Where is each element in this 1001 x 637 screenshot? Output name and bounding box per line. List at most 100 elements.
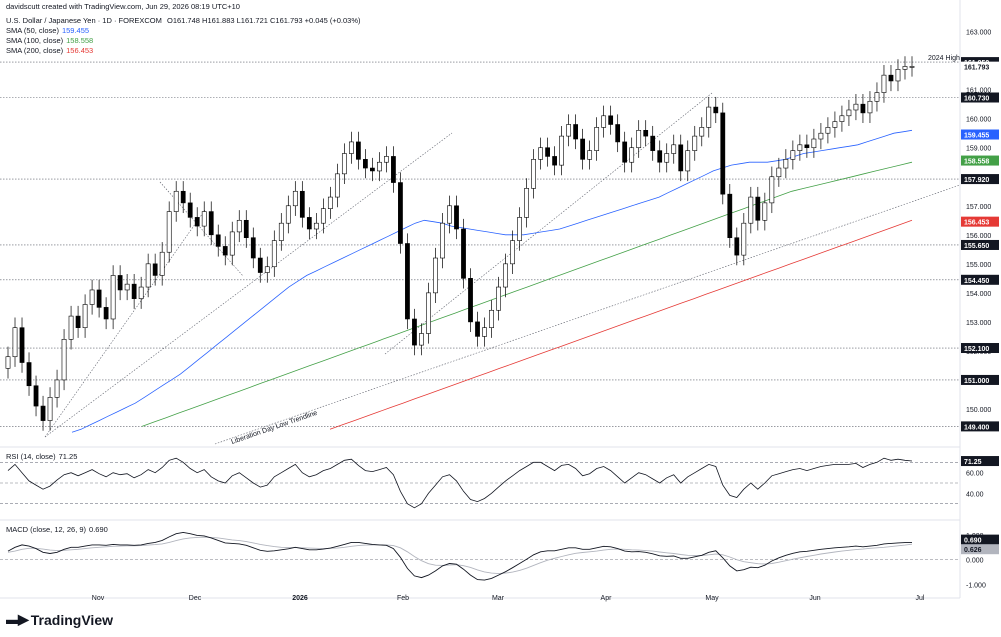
price-level-badge (961, 216, 999, 227)
brand-name: TradingView (30, 611, 113, 628)
candle-body (398, 182, 403, 244)
price-tick-label: 163.000 (966, 30, 991, 37)
macd-value: 0.690 (89, 525, 108, 534)
candle-body (636, 130, 642, 149)
candle-body (734, 237, 740, 256)
macd-label: MACD (close, 12, 26, 9) (6, 525, 87, 534)
rsi-label: RSI (14, close) (6, 452, 56, 461)
candle-body (622, 141, 628, 163)
grid-lines (0, 0, 961, 599)
candle-body (82, 304, 88, 328)
candle-body (278, 222, 284, 241)
candle-body (306, 217, 312, 230)
sma100-legend[interactable]: SMA (100, close) 158.558 (6, 36, 96, 45)
price-level-label: 152.100 (964, 346, 989, 353)
candle-body (839, 115, 845, 122)
candle-body (587, 150, 593, 160)
price-tick-label: 154.000 (966, 291, 991, 298)
time-tick-label: Mar (492, 595, 505, 602)
tradingview-logo[interactable]: ▬▶ TradingView (6, 611, 113, 628)
candle-body (489, 309, 494, 328)
sma200-line (329, 219, 913, 430)
candle-body (783, 159, 789, 169)
price-level-badge (961, 155, 999, 166)
macd-tick-label: -1.000 (966, 583, 986, 590)
macd-tick-label: 0.000 (966, 558, 984, 565)
candle-body (391, 156, 396, 183)
price-tick-label: 157.000 (966, 204, 991, 211)
candle-body (517, 217, 522, 241)
candle-body (846, 109, 852, 117)
price-level-lines (0, 61, 960, 427)
macd-legend[interactable]: MACD (close, 12, 26, 9) 0.690 (6, 525, 111, 534)
candle-body (292, 190, 298, 207)
candle-body (643, 130, 649, 137)
candle-body (552, 156, 557, 166)
sma50-legend[interactable]: SMA (50, close) 159.455 (6, 26, 92, 35)
candle-body (615, 124, 621, 143)
sma50-line (71, 129, 913, 433)
candle-body (138, 286, 144, 299)
price-axis[interactable]: 163.000162.000161.000160.000159.000158.0… (961, 30, 999, 590)
price-level-label: 157.920 (964, 177, 989, 184)
candle-body (187, 202, 193, 218)
candle-body (131, 283, 137, 299)
rsi-tick-label: 60.00 (966, 471, 984, 478)
candle-body (405, 243, 410, 320)
candle-body (762, 202, 768, 221)
candle-body (671, 144, 677, 154)
candle-body (685, 150, 691, 172)
sma50-value: 159.455 (61, 26, 90, 35)
candle-body (356, 141, 361, 160)
candle-body (145, 263, 151, 288)
candle-body (797, 144, 803, 151)
price-level-badge (961, 129, 999, 140)
candle-body (706, 106, 712, 128)
candle-body (447, 205, 452, 224)
macd-value-badge (961, 544, 999, 555)
rsi-legend[interactable]: RSI (14, close) 71.25 (6, 452, 80, 461)
candle-body (867, 100, 873, 114)
sma200-legend[interactable]: SMA (200, close) 156.453 (6, 46, 96, 55)
candle-body (601, 115, 607, 128)
candle-body (580, 138, 586, 160)
candle-body (881, 74, 887, 93)
candle-body (825, 127, 831, 134)
candle-body (699, 127, 705, 137)
trendline-label: Liberation Day Low Trendline (230, 410, 318, 446)
candle-body (208, 211, 214, 236)
candle-body (559, 135, 564, 166)
candle-body (370, 167, 375, 172)
candle-body (496, 286, 501, 311)
symbol-name[interactable]: U.S. Dollar / Japanese Yen · 1D · FOREXC… (6, 16, 162, 25)
time-axis[interactable]: Nov Dec 2026 Feb Mar Apr May Jun Jul (92, 595, 925, 602)
candle-body (804, 144, 810, 149)
candle-body (54, 379, 60, 398)
trendline (214, 184, 961, 445)
macd-line (7, 531, 912, 581)
candle-body (96, 289, 102, 308)
price-level-label: 155.650 (964, 243, 989, 250)
candle-body (531, 159, 536, 189)
candle-body (769, 176, 775, 204)
candle-body (475, 321, 480, 337)
candle-body (117, 275, 123, 291)
price-level-badge (961, 92, 999, 103)
candle-body (755, 196, 761, 221)
candle-body (664, 153, 670, 163)
rsi-value-badge (961, 456, 999, 467)
candle-body (790, 150, 796, 160)
candle-body (271, 240, 277, 268)
candle-body (320, 208, 326, 224)
macd-pane (0, 531, 960, 581)
price-tick-label: 153.000 (966, 320, 991, 327)
candle-body (832, 121, 838, 128)
candle-body (201, 211, 207, 227)
candle-body (748, 196, 754, 224)
price-level-label: 154.450 (964, 278, 989, 285)
candle-body (776, 167, 782, 178)
macd-signal-line (7, 536, 913, 575)
candle-body (180, 190, 186, 204)
candle-body (818, 132, 824, 140)
